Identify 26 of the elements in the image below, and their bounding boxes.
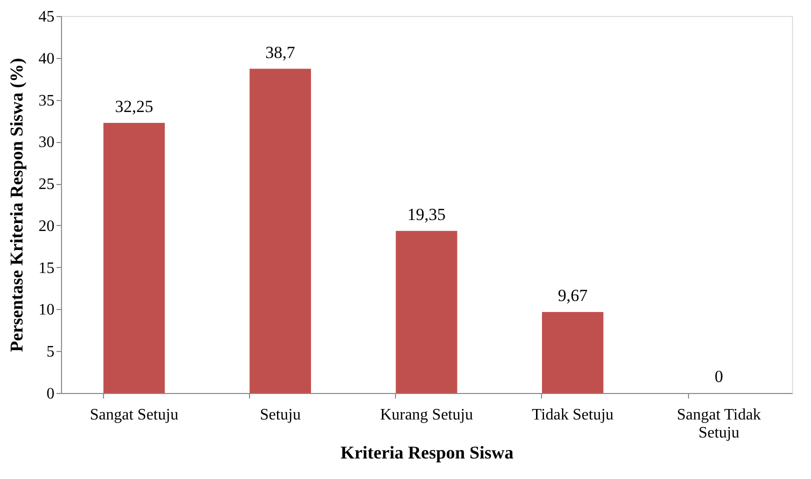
y-tick-label: 0 xyxy=(46,386,54,402)
y-tick-label: 35 xyxy=(38,92,54,110)
bar xyxy=(250,68,311,393)
y-axis-title: Persentase Kriteria Respon Siswa (%) xyxy=(6,58,26,352)
x-tick-label: Kurang Setuju xyxy=(380,406,473,424)
x-tick-label: Setuju xyxy=(260,406,301,424)
y-tick-label: 15 xyxy=(38,260,54,277)
data-label: 32,25 xyxy=(114,96,154,116)
y-tick-label: 20 xyxy=(38,218,54,235)
y-tick-label: 45 xyxy=(38,8,54,26)
y-tick-label: 5 xyxy=(46,344,54,361)
y-tick-label: 10 xyxy=(38,302,54,319)
bar xyxy=(542,312,604,393)
data-label: 0 xyxy=(714,367,724,386)
y-tick-label: 25 xyxy=(38,176,54,194)
bar xyxy=(103,122,165,393)
x-tick-label: Sangat Setuju xyxy=(90,406,178,424)
x-tick-label: Tidak Setuju xyxy=(532,406,614,424)
x-axis-title: Kriteria Respon Siswa xyxy=(340,442,514,462)
data-label: 19,35 xyxy=(407,204,446,224)
y-tick-label: 40 xyxy=(38,50,54,68)
data-label: 38,7 xyxy=(265,42,296,62)
y-tick-label: 30 xyxy=(38,134,54,152)
x-tick-label: Sangat Tidak Setuju xyxy=(676,406,761,442)
data-label: 9,67 xyxy=(558,286,588,305)
bar xyxy=(396,230,458,393)
